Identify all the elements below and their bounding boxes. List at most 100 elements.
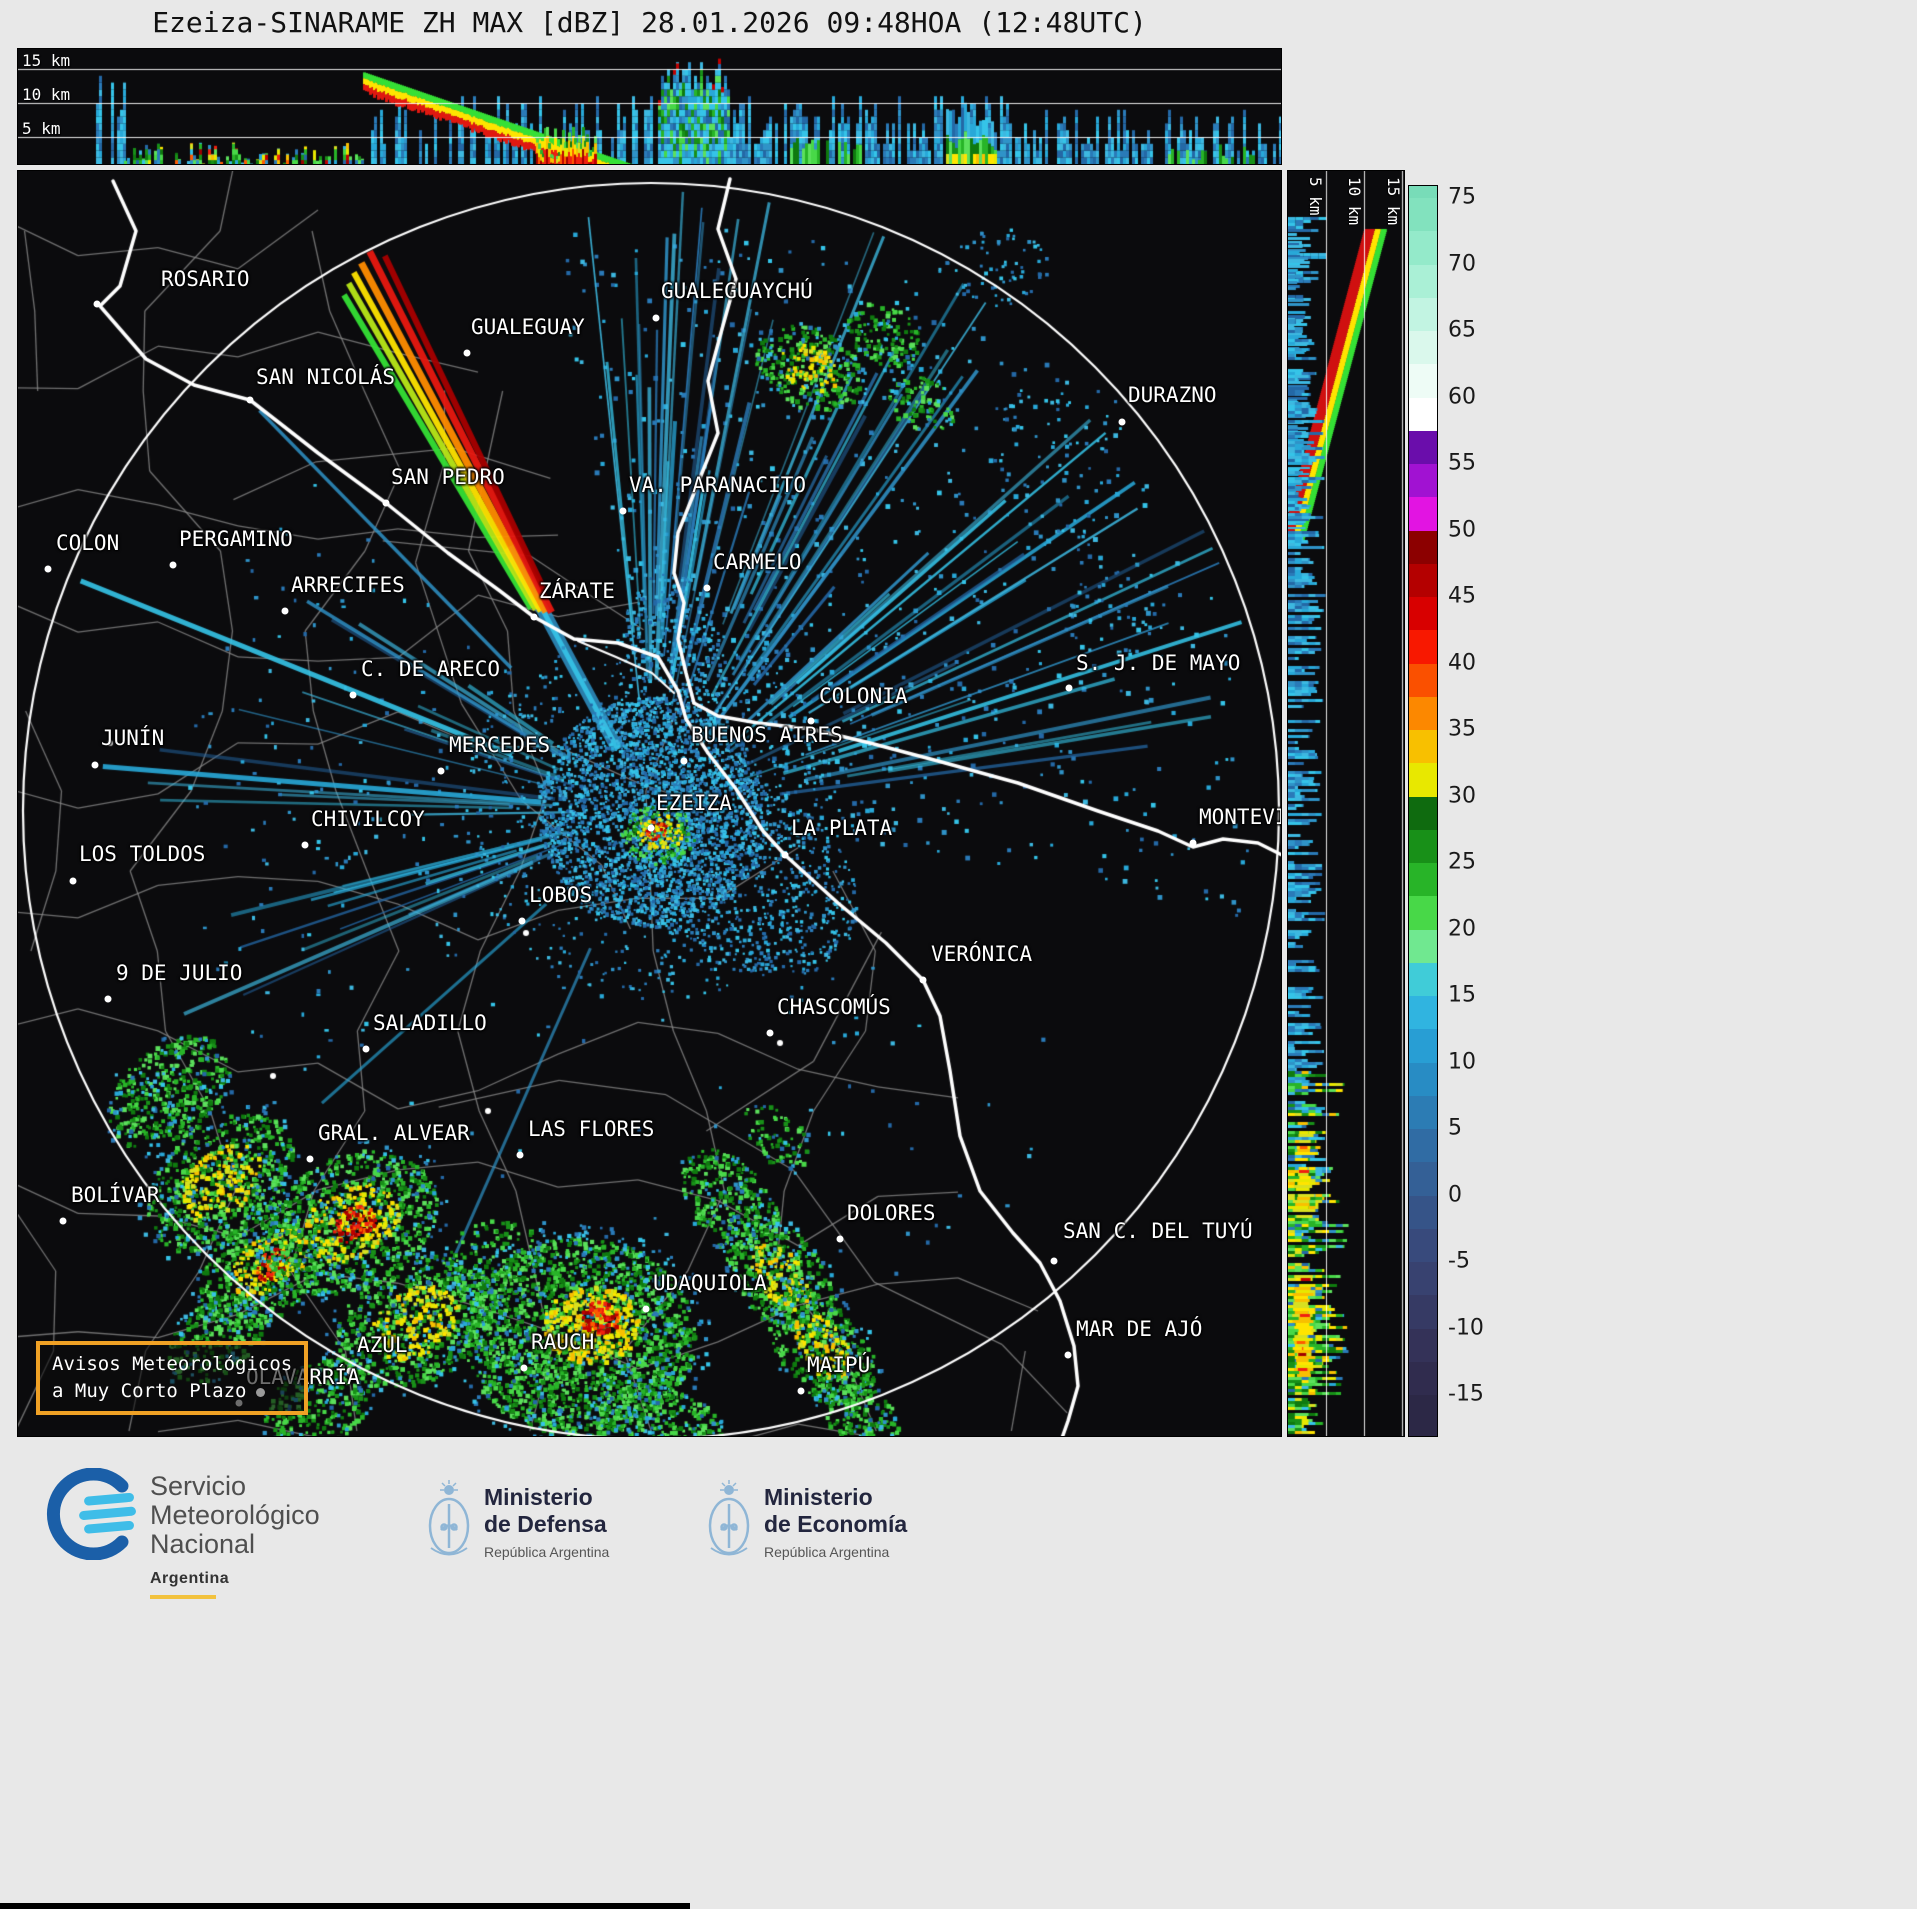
city-marker xyxy=(382,499,390,507)
radar-map-panel: ROSARIO GUALEGUAYCHÚ GUALEGUAY SAN NICOLÁS D… xyxy=(17,170,1282,1437)
defensa-sub: República Argentina xyxy=(484,1544,610,1560)
colorbar-tick-label: 15 xyxy=(1448,982,1476,1008)
city-marker xyxy=(647,824,655,832)
colorbar-segment xyxy=(1409,331,1437,365)
smn-country: Argentina xyxy=(150,1570,230,1587)
colorbar-segment xyxy=(1409,763,1437,797)
colorbar-segment xyxy=(1409,696,1437,730)
colorbar-segment xyxy=(1409,563,1437,597)
city-label: MAR DE AJÓ xyxy=(1076,1317,1203,1341)
colorbar-segment xyxy=(1409,1062,1437,1096)
city-marker xyxy=(652,314,660,322)
height-label-10km: 10 km xyxy=(22,85,71,104)
colorbar-tick-label: 30 xyxy=(1448,783,1476,808)
city-marker xyxy=(642,1305,650,1313)
warning-box: Avisos Meteorológicos a Muy Corto Plazo xyxy=(36,1341,309,1415)
city-marker xyxy=(836,1235,844,1243)
city-label: C. DE ARECO xyxy=(361,657,501,681)
colorbar-segment xyxy=(1409,198,1437,232)
colorbar-segment xyxy=(1409,1129,1437,1163)
colorbar-tick-label: 5 xyxy=(1448,1115,1462,1141)
city-marker xyxy=(306,1155,314,1163)
colorbar-segment xyxy=(1409,962,1437,996)
city-marker xyxy=(463,349,471,357)
colorbar-segment xyxy=(1409,730,1437,764)
city-marker xyxy=(301,841,309,849)
city-marker xyxy=(807,717,815,725)
colorbar-tick-label: -10 xyxy=(1448,1315,1484,1340)
city-label: LOS TOLDOS xyxy=(79,842,206,866)
city-label: LAS FLORES xyxy=(528,1117,655,1141)
colorbar-tick-label: -5 xyxy=(1448,1248,1470,1274)
city-marker xyxy=(281,607,289,615)
colorbar-tick-label: 35 xyxy=(1448,716,1476,742)
city-label: AZUL xyxy=(357,1333,408,1357)
colorbar-segment xyxy=(1409,1029,1437,1063)
right-cross-section-panel: 5 km 10 km 15 km xyxy=(1287,170,1405,1437)
colorbar-segment xyxy=(1409,497,1437,531)
colorbar-segment xyxy=(1409,1262,1437,1296)
city-label: CHASCOMÚS xyxy=(777,995,891,1019)
ministry-defensa-wordmark: Ministerio de Defensa República Argentin… xyxy=(484,1484,609,1560)
city-marker xyxy=(919,976,927,984)
height-label-15km: 15 km xyxy=(1384,177,1403,226)
city-label: RAUCH xyxy=(531,1330,595,1354)
colorbar-tick-label: 0 xyxy=(1448,1182,1462,1207)
colorbar-tick-label: 55 xyxy=(1448,450,1476,476)
city-label: COLONIA xyxy=(819,684,908,708)
city-label: MAIPÚ xyxy=(807,1353,871,1377)
city-label: BUENOS AIRES xyxy=(691,723,843,747)
defensa-line-2: de Defensa xyxy=(484,1511,607,1537)
city-label: PERGAMINO xyxy=(179,527,293,551)
city-marker xyxy=(346,1367,354,1375)
city-label: SALADILLO xyxy=(373,1011,487,1035)
city-marker xyxy=(781,851,789,859)
city-label: S. J. DE MAYO xyxy=(1076,651,1241,675)
city-label: SAN PEDRO xyxy=(391,465,505,489)
economia-coat-of-arms-icon xyxy=(708,1480,750,1556)
colorbar-tick-label: 75 xyxy=(1448,184,1476,210)
colorbar-segment xyxy=(1409,1295,1437,1329)
city-marker xyxy=(1189,839,1197,847)
city-marker xyxy=(518,917,526,925)
colorbar-segment xyxy=(1409,1328,1437,1362)
city-marker xyxy=(680,757,688,765)
colorbar-segment xyxy=(1409,896,1437,930)
city-label: VA. PARANACITO xyxy=(629,473,807,497)
city-marker xyxy=(703,584,711,592)
city-marker xyxy=(91,761,99,769)
city-label: BOLÍVAR xyxy=(71,1183,160,1207)
colorbar-segment xyxy=(1409,430,1437,464)
colorbar-segment xyxy=(1409,1228,1437,1262)
city-label: LA PLATA xyxy=(791,816,893,840)
city-label: GUALEGUAYCHÚ xyxy=(661,279,813,303)
top-cross-section-canvas xyxy=(18,49,1281,164)
warning-line-1: Avisos Meteorológicos xyxy=(52,1353,293,1375)
colorbar-tick-label: 40 xyxy=(1448,650,1476,675)
city-label: UDAQUIOLA xyxy=(653,1271,767,1295)
city-marker xyxy=(93,300,101,308)
city-marker xyxy=(797,1387,805,1395)
city-marker xyxy=(766,1029,774,1037)
colorbar-tick-label: 60 xyxy=(1448,384,1476,409)
colorbar-segment xyxy=(1409,397,1437,431)
city-label: 9 DE JULIO xyxy=(116,961,243,985)
colorbar-tick-label: 20 xyxy=(1448,916,1476,941)
colorbar-tick-label: 45 xyxy=(1448,583,1476,609)
colorbar-tick-label: 65 xyxy=(1448,317,1476,343)
height-label-5km: 5 km xyxy=(22,119,61,138)
city-label: ARRECIFES xyxy=(291,573,405,597)
city-marker xyxy=(516,1151,524,1159)
city-marker xyxy=(437,767,445,775)
top-cross-section-panel: 15 km 10 km 5 km xyxy=(17,48,1282,165)
city-marker xyxy=(1064,1351,1072,1359)
city-label: DURAZNO xyxy=(1128,383,1217,407)
city-label: COLON xyxy=(56,531,120,555)
city-marker xyxy=(520,1364,528,1372)
smn-line-3: Nacional xyxy=(150,1529,256,1559)
city-label: EZEIZA xyxy=(656,791,732,815)
colorbar-tick-label: 70 xyxy=(1448,251,1476,276)
colorbar-segment xyxy=(1409,1361,1437,1395)
city-marker xyxy=(530,613,538,621)
warning-line-2: a Muy Corto Plazo xyxy=(52,1380,247,1402)
